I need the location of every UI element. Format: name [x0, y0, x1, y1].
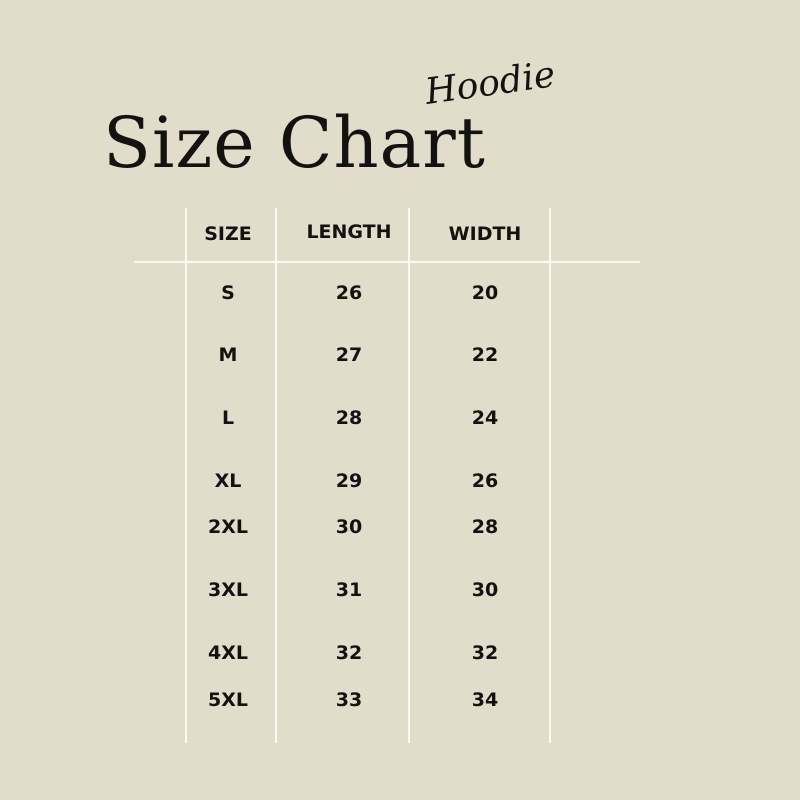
cell-size: 5XL — [208, 689, 248, 711]
cell-size: S — [221, 282, 235, 304]
cell-length: 31 — [335, 579, 363, 601]
cell-size: 4XL — [208, 642, 248, 664]
table-divider — [275, 208, 277, 743]
cell-width: 22 — [471, 344, 499, 366]
cell-width: 32 — [471, 642, 499, 664]
table-divider — [185, 208, 187, 743]
cell-length: 27 — [335, 344, 363, 366]
column-header-size: SIZE — [204, 223, 252, 245]
header-divider — [134, 261, 640, 263]
cell-size: L — [221, 407, 235, 429]
cell-length: 26 — [335, 282, 363, 304]
cell-width: 26 — [471, 470, 499, 492]
cell-width: 20 — [471, 282, 499, 304]
cell-size: M — [218, 344, 238, 366]
cell-size: 2XL — [208, 516, 248, 538]
cell-width: 24 — [471, 407, 499, 429]
cell-width: 30 — [471, 579, 499, 601]
cell-width: 28 — [471, 516, 499, 538]
cell-size: XL — [214, 470, 242, 492]
column-header-width: WIDTH — [448, 223, 522, 245]
page-title: Size Chart — [103, 102, 486, 184]
table-divider — [549, 208, 551, 743]
cell-width: 34 — [471, 689, 499, 711]
cell-length: 33 — [335, 689, 363, 711]
cell-length: 28 — [335, 407, 363, 429]
table-divider — [408, 208, 410, 743]
cell-length: 29 — [335, 470, 363, 492]
cell-length: 30 — [335, 516, 363, 538]
cell-length: 32 — [335, 642, 363, 664]
column-header-length: LENGTH — [306, 221, 392, 243]
cell-size: 3XL — [208, 579, 248, 601]
